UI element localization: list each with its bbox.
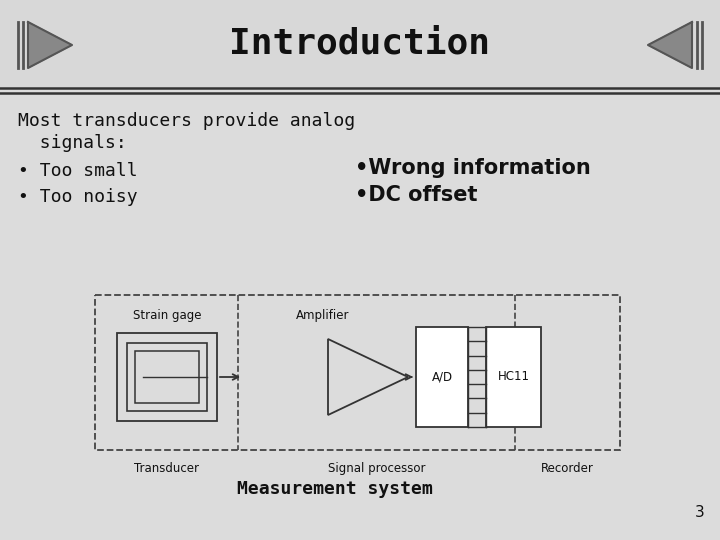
Text: Measurement system: Measurement system (237, 480, 433, 498)
Text: Introduction: Introduction (230, 27, 490, 61)
Text: Signal processor: Signal processor (328, 462, 426, 475)
Text: Recorder: Recorder (541, 462, 594, 475)
Bar (0, 0, 720, 87)
Text: •DC offset: •DC offset (355, 185, 477, 205)
Text: •Wrong information: •Wrong information (355, 158, 590, 178)
Text: Amplifier: Amplifier (296, 309, 350, 322)
Bar (135, 351, 199, 403)
Polygon shape (648, 22, 692, 68)
Bar (416, 327, 468, 427)
Bar (127, 343, 207, 411)
Text: HC11: HC11 (498, 370, 529, 383)
Bar (95, 295, 620, 450)
Text: • Too noisy: • Too noisy (18, 188, 138, 206)
Text: Most transducers provide analog: Most transducers provide analog (18, 112, 355, 130)
Text: A/D: A/D (431, 370, 453, 383)
Text: 3: 3 (696, 505, 705, 520)
Text: Transducer: Transducer (135, 462, 199, 475)
Bar (486, 327, 541, 427)
Bar (117, 333, 217, 421)
Text: signals:: signals: (18, 134, 127, 152)
Text: Strain gage: Strain gage (132, 309, 202, 322)
Text: • Too small: • Too small (18, 162, 138, 180)
Polygon shape (28, 22, 72, 68)
